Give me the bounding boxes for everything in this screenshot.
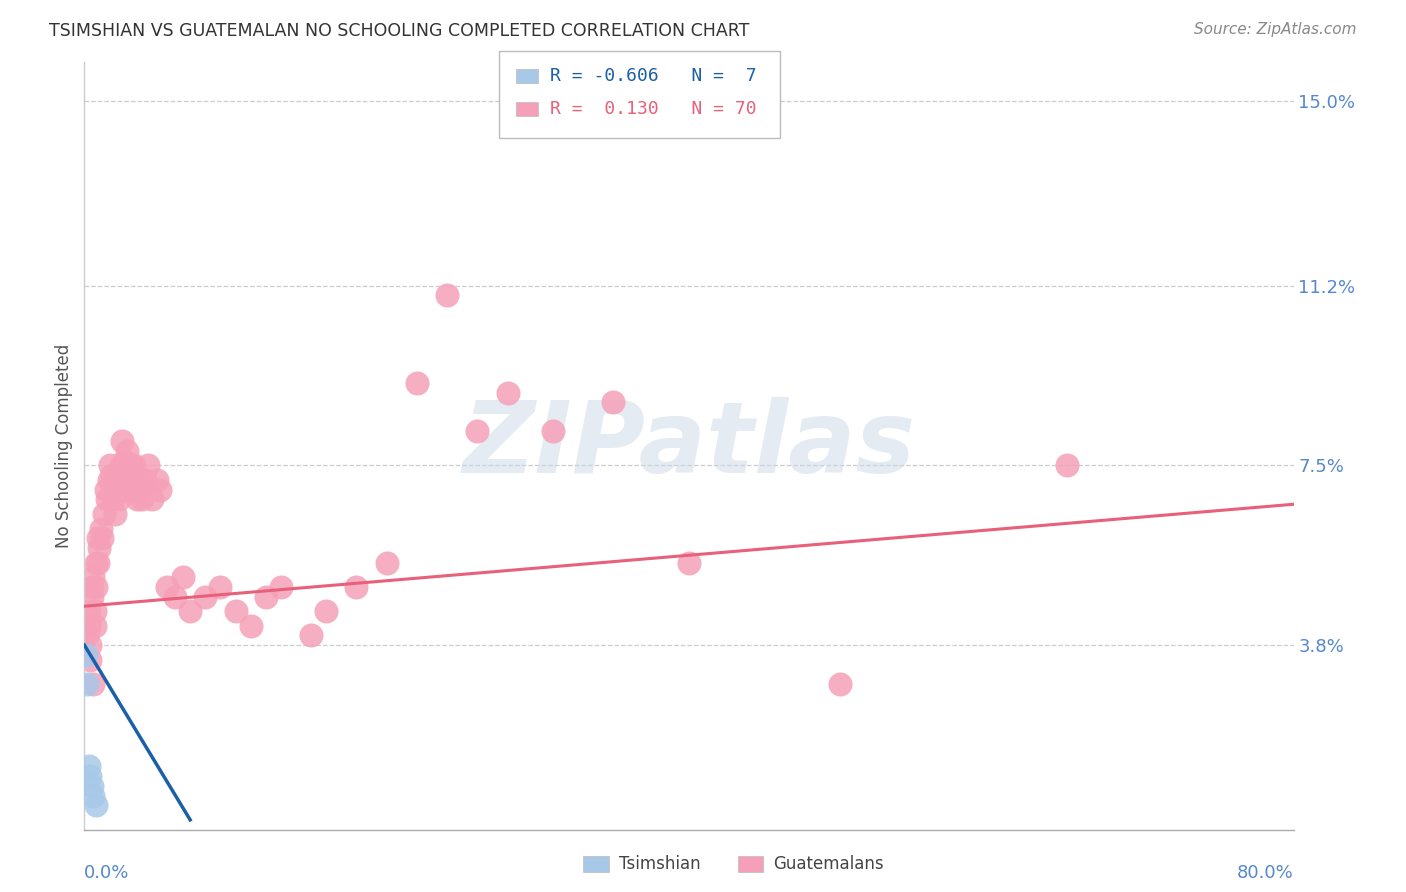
Point <box>82 570 104 584</box>
Point <box>76 677 98 691</box>
Point <box>86 798 108 813</box>
Text: Guatemalans: Guatemalans <box>773 855 884 873</box>
Point <box>87 531 110 545</box>
Point <box>77 759 100 773</box>
Point <box>141 492 163 507</box>
Point <box>678 556 700 570</box>
Point <box>75 648 97 662</box>
Point <box>131 492 153 507</box>
Point <box>107 473 129 487</box>
Point <box>125 473 148 487</box>
Point <box>80 779 103 793</box>
Point <box>254 590 277 604</box>
Point <box>406 376 429 390</box>
Point <box>346 580 368 594</box>
Point <box>541 425 564 439</box>
Point <box>79 638 101 652</box>
Point <box>149 483 172 497</box>
Point <box>156 580 179 594</box>
Point <box>1056 458 1078 473</box>
Point <box>467 425 489 439</box>
Point <box>79 652 101 666</box>
Point <box>110 458 132 473</box>
Text: 80.0%: 80.0% <box>1237 863 1294 881</box>
Point <box>104 507 127 521</box>
Point <box>82 677 104 691</box>
Point <box>101 492 124 507</box>
Point <box>299 628 322 642</box>
Point <box>90 522 112 536</box>
Point <box>86 580 108 594</box>
Point <box>87 556 110 570</box>
Point <box>239 618 262 632</box>
Point <box>830 677 852 691</box>
Point <box>111 434 134 449</box>
Point <box>105 483 128 497</box>
Point <box>165 590 187 604</box>
Point <box>98 458 121 473</box>
Point <box>112 453 135 467</box>
Point <box>86 556 108 570</box>
Point <box>209 580 232 594</box>
Point <box>93 507 115 521</box>
Point <box>79 769 101 783</box>
Text: R =  0.130   N = 70: R = 0.130 N = 70 <box>550 100 756 118</box>
Point <box>315 604 337 618</box>
Text: Tsimshian: Tsimshian <box>619 855 700 873</box>
Point <box>80 580 103 594</box>
Point <box>270 580 292 594</box>
Text: Source: ZipAtlas.com: Source: ZipAtlas.com <box>1194 22 1357 37</box>
Point <box>225 604 247 618</box>
Point <box>80 590 103 604</box>
Point <box>194 590 217 604</box>
Y-axis label: No Schooling Completed: No Schooling Completed <box>55 344 73 548</box>
Point <box>82 789 104 803</box>
Point <box>120 458 142 473</box>
Point <box>134 473 156 487</box>
Text: TSIMSHIAN VS GUATEMALAN NO SCHOOLING COMPLETED CORRELATION CHART: TSIMSHIAN VS GUATEMALAN NO SCHOOLING COM… <box>49 22 749 40</box>
Point <box>118 473 141 487</box>
Text: R = -0.606   N =  7: R = -0.606 N = 7 <box>550 67 756 85</box>
Point <box>122 458 145 473</box>
Point <box>127 492 149 507</box>
Point <box>114 483 136 497</box>
Point <box>436 288 458 302</box>
Point <box>77 604 100 618</box>
Point <box>375 556 398 570</box>
Point <box>136 458 159 473</box>
Point <box>128 483 150 497</box>
Text: 0.0%: 0.0% <box>84 863 129 881</box>
Point <box>76 628 98 642</box>
Point <box>602 395 624 409</box>
Point <box>179 604 201 618</box>
Point <box>97 473 120 487</box>
Point <box>108 492 131 507</box>
Point <box>91 531 114 545</box>
Point <box>84 618 107 632</box>
Point <box>96 492 118 507</box>
Point <box>172 570 194 584</box>
Point <box>84 604 107 618</box>
Point <box>77 618 100 632</box>
Point <box>121 483 143 497</box>
Point <box>146 473 169 487</box>
Point <box>100 468 122 483</box>
Text: ZIPatlas: ZIPatlas <box>463 398 915 494</box>
Point <box>496 385 519 400</box>
Point <box>89 541 111 555</box>
Point <box>115 443 138 458</box>
Point <box>94 483 117 497</box>
